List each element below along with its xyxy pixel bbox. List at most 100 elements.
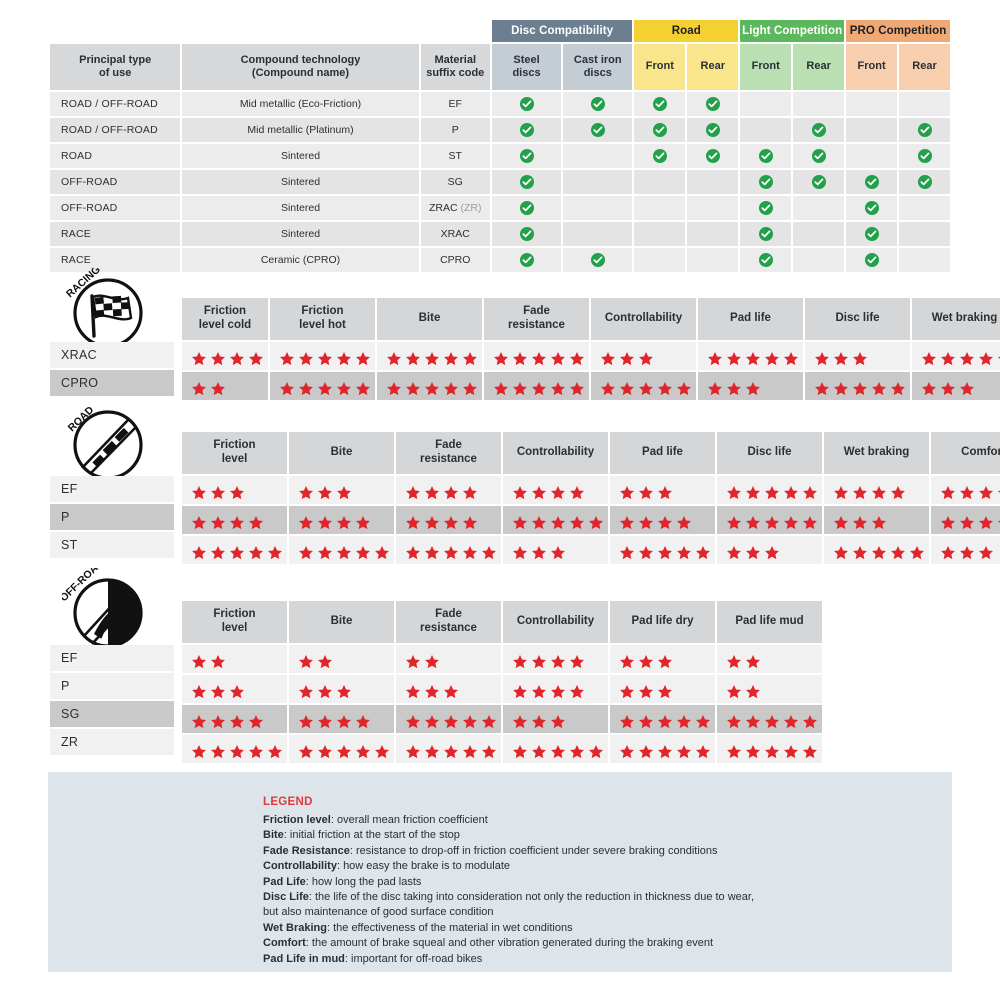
check-icon [705,123,720,137]
table-row [178,506,1000,534]
road-body [178,476,1000,564]
off-road-cell-0-5 [717,645,822,673]
group-header-road: Road [634,20,739,42]
check-icon [917,175,932,189]
legend-term: Pad Life in mud [263,952,345,965]
cell-compound-technology: Sintered [182,170,419,194]
racing-cell-0-4 [591,342,696,370]
cell-material-suffix-code: XRAC [420,222,490,246]
cell-compat-3 [687,118,739,142]
cell-compat-4 [740,222,792,246]
legend-term: Fade Resistance [263,844,350,857]
table-row [178,476,1000,504]
check-icon [519,227,534,241]
legend-term: Bite [263,829,284,842]
column-header-6: Rear [687,44,739,90]
legend-term: Pad Life [263,875,306,888]
row-spacer [178,476,180,504]
legend-entry: Bite: initial friction at the start of t… [263,828,923,843]
off-road-cell-1-0 [182,675,287,703]
road-cell-2-2 [396,536,501,564]
row-spacer [178,342,180,370]
racing-cell-1-6 [805,372,910,400]
road-header-0: Friction level [182,432,287,474]
cell-compound-technology: Mid metallic (Eco-Friction) [182,92,419,116]
off-road-cell-3-0 [182,735,287,763]
cell-compat-7 [899,248,950,272]
legend-entry: Wet Braking: the effectiveness of the ma… [263,921,923,936]
racing-cell-0-1 [270,342,375,370]
cell-compat-3 [687,222,739,246]
table-row [178,645,822,673]
road-cell-0-4 [610,476,715,504]
check-icon [652,97,667,111]
cell-material-suffix-code: ST [420,144,490,168]
cell-compat-3 [687,92,739,116]
cell-compat-2 [634,196,686,220]
road-cell-0-1 [289,476,394,504]
cell-compat-1 [563,118,633,142]
road-header-3: Controllability [503,432,608,474]
cell-compat-1 [563,144,633,168]
road-row-label: ST [50,532,174,558]
road-header-7: Comfort [931,432,1000,474]
cell-compat-0 [491,144,562,168]
column-header-10: Rear [899,44,950,90]
column-header-5: Front [634,44,686,90]
check-icon [519,97,534,111]
table-row: OFF-ROAD Sintered ZRAC (ZR) [50,196,950,220]
racing-header-6: Disc life [805,298,910,340]
cell-compat-7 [899,196,950,220]
off-road-cell-0-4 [610,645,715,673]
road-header-5: Disc life [717,432,822,474]
off-road-cell-2-0 [182,705,287,733]
check-icon [705,97,720,111]
road-row-labels: EF P ST [50,476,174,560]
table-row [178,342,1000,370]
cell-compat-7 [899,170,950,194]
check-icon [590,97,605,111]
check-icon [519,175,534,189]
legend-description: : the amount of brake squeal and other v… [305,937,714,950]
check-icon [864,253,879,267]
road-header-4: Pad life [610,432,715,474]
cell-compat-0 [491,92,562,116]
legend-entries: Friction level: overall mean friction co… [263,813,923,967]
cell-compat-2 [634,118,686,142]
road-header-row: Friction level Bite Fade resistance Controlla… [178,432,1000,474]
road-cell-1-0 [182,506,287,534]
off-road-row-label: EF [50,645,174,671]
table-row: ROAD / OFF-ROAD Mid metallic (Eco-Frictio… [50,92,950,116]
check-icon [864,201,879,215]
cell-compat-0 [491,222,562,246]
legend-description: : important for off-road bikes [344,952,483,965]
cell-compound-technology: Sintered [182,222,419,246]
road-cell-0-3 [503,476,608,504]
cell-material-suffix-code: EF [420,92,490,116]
road-cell-0-6 [824,476,929,504]
road-cell-1-4 [610,506,715,534]
check-icon [811,123,826,137]
legend-description: : resistance to drop-off in friction coe… [349,844,718,857]
column-header-row: Principal type of use Compound technology(… [50,44,950,90]
off-road-cell-0-2 [396,645,501,673]
off-road-cell-1-3 [503,675,608,703]
corner-spacer [178,432,180,474]
off-road-header-0: Friction level [182,601,287,643]
racing-flag-icon: RACING [62,264,148,354]
column-header-9: Front [846,44,898,90]
cell-compound-technology: Sintered [182,196,419,220]
cell-compat-6 [846,92,898,116]
cell-material-suffix-code: CPRO [420,248,490,272]
off-road-cell-1-4 [610,675,715,703]
cell-compat-6 [846,222,898,246]
racing-header-2: Bite [377,298,482,340]
cell-compound-technology: Mid metallic (Platinum) [182,118,419,142]
cell-compat-3 [687,170,739,194]
road-header-2: Fade resistance [396,432,501,474]
off-road-ratings-table: Friction level Bite Fade resistance Controlla… [176,599,824,765]
cell-compat-7 [899,222,950,246]
racing-cell-0-2 [377,342,482,370]
off-road-cell-3-1 [289,735,394,763]
off-road-cell-3-4 [610,735,715,763]
